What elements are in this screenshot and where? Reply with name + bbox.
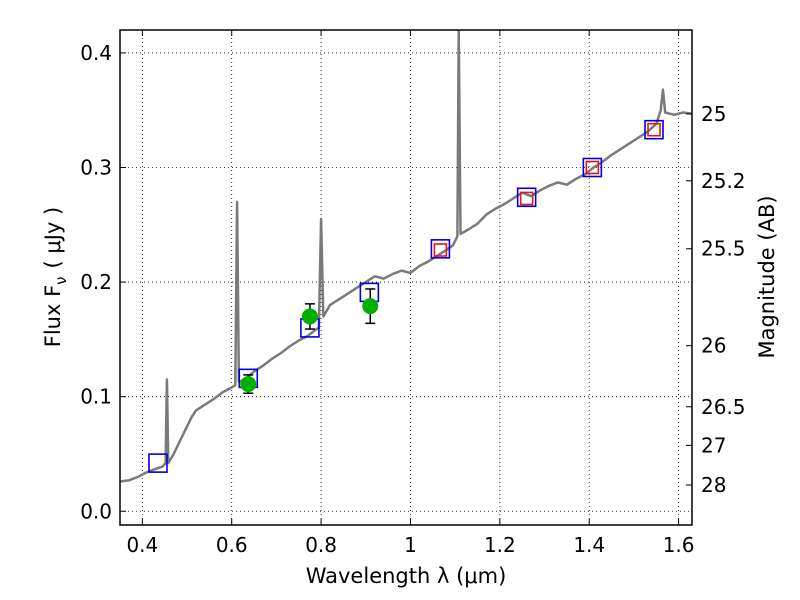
mag-tick-label: 26.5: [701, 395, 746, 419]
plot-area: [120, 30, 692, 483]
mag-tick-label: 28: [701, 473, 726, 497]
mag-tick-label: 25: [701, 102, 726, 126]
observed-photometry-square: [647, 122, 661, 137]
mag-tick-label: 26: [701, 334, 726, 358]
mag-tick-label: 27: [701, 433, 726, 457]
y-tick-label: 0.2: [80, 270, 112, 294]
tick-labels: 0.4 0.6 0.8 1 1.2 1.4 1.6 0.0 0.1 0.2 0.3 0.4 25 25.2…: [80, 41, 745, 557]
right-axis-label: Magnitude (AB): [755, 195, 779, 358]
x-tick-label: 0.4: [126, 533, 158, 557]
y-tick-label: 0.1: [80, 385, 112, 409]
grid: [120, 30, 692, 525]
model-photometry-square: [582, 157, 603, 178]
observed-photometry-circle: [240, 376, 257, 393]
y-tick-label: 0.0: [80, 499, 112, 523]
model-photometry-square: [430, 239, 451, 259]
axes-frame: [119, 29, 693, 526]
x-tick-label: 1.6: [663, 533, 695, 557]
y-tick-label: 0.4: [80, 41, 112, 65]
svg-text:Flux Fν( μJy ): Flux Fν ( μJy ): [41, 207, 70, 348]
y-axis-label-subscript: ν: [52, 276, 70, 284]
x-tick-label: 0.8: [305, 533, 337, 557]
observed-photometry-circle: [301, 308, 318, 325]
model-photometry-square: [516, 187, 537, 208]
observed-photometry-circle: [362, 298, 379, 315]
x-tick-label: 1.2: [484, 533, 516, 557]
mag-tick-label: 25.2: [701, 169, 746, 193]
observed-photometry-square: [519, 191, 534, 206]
x-tick-label: 1: [404, 533, 417, 557]
model-photometry-square: [644, 119, 664, 140]
x-tick-label: 0.6: [216, 533, 248, 557]
mag-tick-label: 25.5: [701, 237, 746, 261]
y-tick-label: 0.3: [80, 156, 112, 180]
x-tick-label: 1.4: [573, 533, 605, 557]
y-axis-label-units: ( μJy ): [41, 207, 65, 269]
model-photometry-square: [148, 453, 168, 473]
y-axis-label: Flux Fν ( μJy ): [41, 207, 70, 348]
observed-photometry-square: [585, 160, 600, 175]
observed-photometry-square: [433, 243, 448, 257]
tick-marks: [120, 30, 692, 525]
sed-spectrum-line: [120, 30, 692, 483]
y-axis-label-main: Flux F: [41, 285, 65, 347]
x-axis-label: Wavelength λ (μm): [306, 564, 507, 588]
